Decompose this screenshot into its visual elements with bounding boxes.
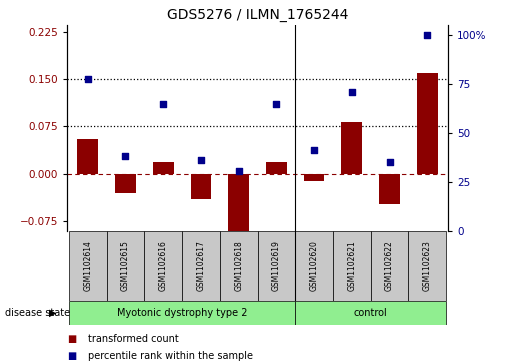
Text: ■: ■	[67, 351, 76, 361]
Point	[234, 168, 243, 174]
Text: GSM1102622: GSM1102622	[385, 241, 394, 291]
Text: GSM1102617: GSM1102617	[196, 240, 205, 291]
Text: GSM1102619: GSM1102619	[272, 240, 281, 291]
Point	[310, 147, 318, 152]
Text: GSM1102618: GSM1102618	[234, 241, 243, 291]
Text: GSM1102623: GSM1102623	[423, 240, 432, 291]
Point	[423, 32, 432, 38]
Text: control: control	[354, 308, 388, 318]
Bar	[182, 231, 220, 301]
Bar	[69, 231, 107, 301]
Text: transformed count: transformed count	[88, 334, 178, 344]
Point	[272, 101, 281, 107]
Bar	[408, 231, 446, 301]
Bar	[258, 231, 295, 301]
Bar	[341, 122, 362, 174]
Bar	[191, 174, 211, 199]
Text: GSM1102615: GSM1102615	[121, 240, 130, 291]
Title: GDS5276 / ILMN_1765244: GDS5276 / ILMN_1765244	[167, 8, 348, 22]
Text: GSM1102621: GSM1102621	[347, 241, 356, 291]
Text: GSM1102614: GSM1102614	[83, 240, 92, 291]
Bar	[304, 174, 324, 181]
Bar	[107, 231, 144, 301]
Point	[197, 157, 205, 163]
Point	[122, 153, 130, 159]
Point	[83, 76, 92, 82]
Bar	[144, 231, 182, 301]
Bar	[417, 73, 438, 174]
Text: Myotonic dystrophy type 2: Myotonic dystrophy type 2	[117, 308, 247, 318]
Bar	[153, 162, 174, 174]
Bar	[77, 139, 98, 174]
Bar	[115, 174, 136, 193]
Text: disease state: disease state	[5, 308, 70, 318]
Bar	[220, 231, 258, 301]
Bar	[266, 162, 287, 174]
Bar	[69, 301, 295, 325]
Bar	[379, 174, 400, 204]
Point	[385, 159, 393, 165]
Text: ■: ■	[67, 334, 76, 344]
Text: ▶: ▶	[49, 308, 57, 318]
Bar	[295, 231, 333, 301]
Point	[159, 101, 167, 107]
Bar	[228, 174, 249, 231]
Bar	[295, 301, 446, 325]
Bar	[333, 231, 371, 301]
Point	[348, 89, 356, 95]
Text: GSM1102620: GSM1102620	[310, 240, 319, 291]
Text: percentile rank within the sample: percentile rank within the sample	[88, 351, 252, 361]
Text: GSM1102616: GSM1102616	[159, 240, 168, 291]
Bar	[371, 231, 408, 301]
